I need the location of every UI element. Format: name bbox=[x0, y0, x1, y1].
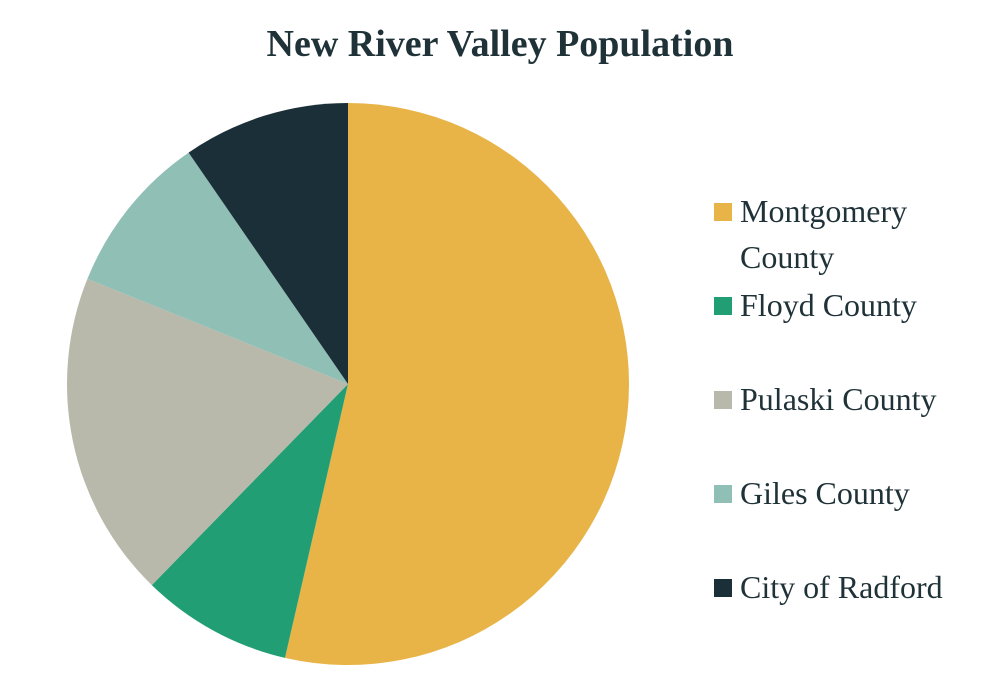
legend-item: Pulaski County bbox=[714, 381, 984, 478]
pie-slice bbox=[151, 384, 348, 658]
legend-label: Giles County bbox=[740, 475, 910, 511]
legend-swatch bbox=[714, 579, 732, 597]
pie-slice bbox=[87, 152, 348, 384]
legend: Montgomery County Floyd County Pulaski Cou… bbox=[714, 193, 984, 666]
legend-label: Montgomery County bbox=[740, 193, 908, 275]
legend-swatch bbox=[714, 391, 732, 409]
chart-title: New River Valley Population bbox=[266, 23, 734, 65]
legend-item: Giles County bbox=[714, 475, 984, 572]
legend-label: City of Radford bbox=[740, 569, 943, 605]
legend-item: Floyd County bbox=[714, 287, 984, 384]
legend-item: Montgomery County bbox=[714, 193, 984, 290]
legend-swatch bbox=[714, 297, 732, 315]
legend-swatch bbox=[714, 203, 732, 221]
pie-slice bbox=[284, 103, 629, 665]
legend-label: Pulaski County bbox=[740, 381, 937, 417]
legend-swatch bbox=[714, 485, 732, 503]
chart bbox=[67, 103, 629, 665]
pie-slice bbox=[188, 103, 348, 384]
legend-label: Floyd County bbox=[740, 287, 917, 323]
pie-slice bbox=[67, 278, 348, 586]
legend-item: City of Radford bbox=[714, 569, 984, 666]
